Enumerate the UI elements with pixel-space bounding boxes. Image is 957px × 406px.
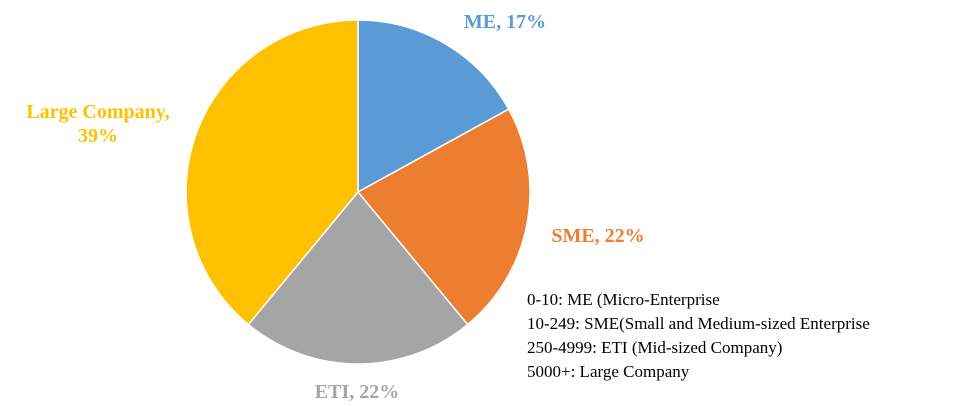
- note-line: 0-10: ME (Micro-Enterprise: [527, 290, 720, 309]
- pie-slice: [185, 19, 359, 326]
- data-label: Large Company, 39%: [26, 101, 170, 147]
- pie-slice: [357, 19, 510, 194]
- data-label: ETI, 22%: [314, 381, 400, 403]
- pie-slice: [356, 108, 531, 326]
- note-line: 250-4999: ETI (Mid-sized Company): [527, 338, 783, 357]
- data-label: ME, 17%: [463, 11, 547, 33]
- pie-slice: [247, 190, 469, 365]
- note-line: 10-249: SME(Small and Medium-sized Enter…: [527, 314, 870, 333]
- data-label: SME, 22%: [551, 225, 645, 247]
- note-line: 5000+: Large Company: [527, 362, 690, 381]
